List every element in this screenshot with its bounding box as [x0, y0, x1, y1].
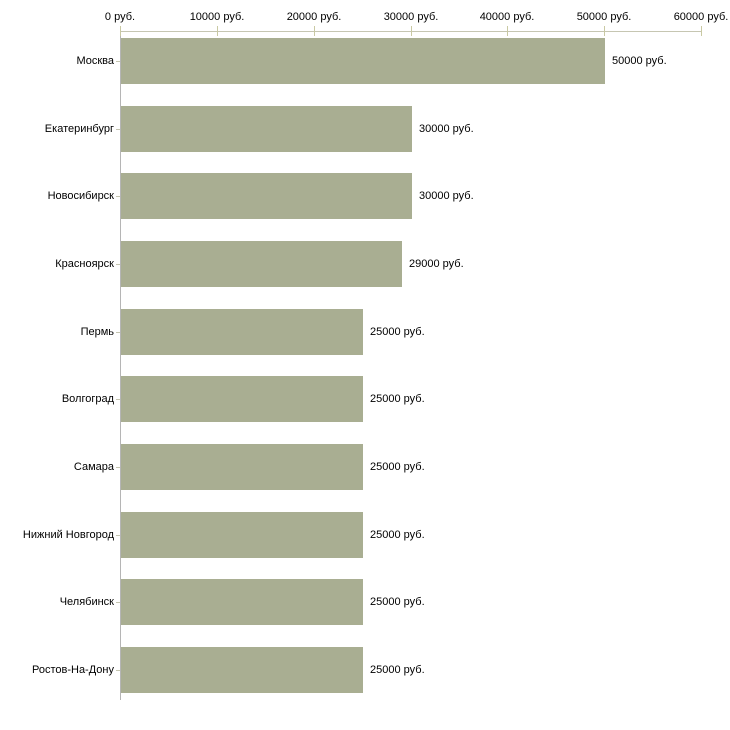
bar — [121, 241, 402, 287]
bar — [121, 579, 363, 625]
x-axis-tick — [120, 26, 121, 36]
value-label: 50000 руб. — [612, 55, 667, 67]
value-label: 25000 руб. — [370, 326, 425, 338]
bar — [121, 38, 605, 84]
value-label: 25000 руб. — [370, 529, 425, 541]
x-axis-tick — [217, 26, 218, 36]
x-axis-tick — [507, 26, 508, 36]
x-axis-tick — [701, 26, 702, 36]
x-axis-tick — [604, 26, 605, 36]
x-axis-tick-label: 40000 руб. — [479, 11, 535, 23]
y-axis-tick — [116, 602, 120, 603]
value-label: 25000 руб. — [370, 461, 425, 473]
bar — [121, 173, 412, 219]
value-label: 30000 руб. — [419, 190, 474, 202]
y-axis-tick — [116, 61, 120, 62]
category-label: Челябинск — [59, 596, 114, 608]
bar — [121, 106, 412, 152]
x-axis-tick-label: 30000 руб. — [383, 11, 439, 23]
category-label: Пермь — [80, 326, 114, 338]
category-label: Ростов-На-Дону — [31, 664, 114, 676]
value-label: 25000 руб. — [370, 596, 425, 608]
y-axis-tick — [116, 399, 120, 400]
category-label: Москва — [76, 55, 114, 67]
value-label: 25000 руб. — [370, 393, 425, 405]
value-label: 30000 руб. — [419, 123, 474, 135]
category-label: Новосибирск — [47, 190, 114, 202]
y-axis-tick — [116, 196, 120, 197]
bar — [121, 647, 363, 693]
bar — [121, 444, 363, 490]
y-axis-tick — [116, 129, 120, 130]
y-axis-tick — [116, 670, 120, 671]
y-axis-tick — [116, 332, 120, 333]
category-label: Красноярск — [55, 258, 114, 270]
x-axis-tick-label: 20000 руб. — [286, 11, 342, 23]
x-axis-tick — [314, 26, 315, 36]
x-axis-tick-label: 60000 руб. — [673, 11, 729, 23]
x-axis-tick-label: 10000 руб. — [189, 11, 245, 23]
value-label: 25000 руб. — [370, 664, 425, 676]
bar — [121, 309, 363, 355]
value-label: 29000 руб. — [409, 258, 464, 270]
category-label: Самара — [73, 461, 114, 473]
y-axis-line — [120, 31, 121, 700]
y-axis-tick — [116, 467, 120, 468]
category-label: Екатеринбург — [44, 123, 114, 135]
x-axis-tick-label: 50000 руб. — [576, 11, 632, 23]
category-label: Нижний Новгород — [22, 529, 114, 541]
y-axis-tick — [116, 535, 120, 536]
bar — [121, 512, 363, 558]
bar — [121, 376, 363, 422]
x-axis-tick-label: 0 руб. — [104, 11, 136, 23]
category-label: Волгоград — [61, 393, 114, 405]
y-axis-tick — [116, 264, 120, 265]
x-axis-tick — [411, 26, 412, 36]
